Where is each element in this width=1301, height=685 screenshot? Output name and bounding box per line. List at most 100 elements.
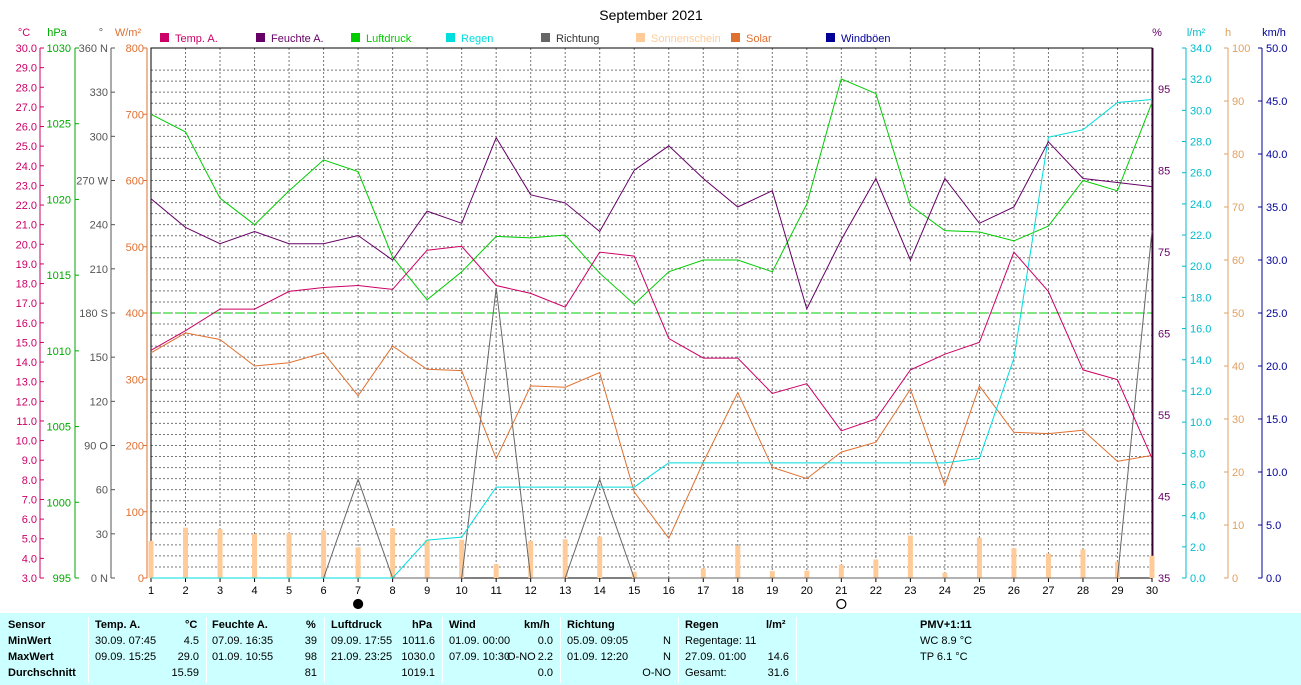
x-tick-label: 5 <box>286 585 292 597</box>
x-tick-label: 20 <box>801 585 813 597</box>
sun-axis-tick-label: 30 <box>1232 414 1244 426</box>
axis-unit-labels: °C hPa ° W/m²% l/m² h km/h <box>18 27 1286 39</box>
minwert-label: MinWert <box>8 635 52 647</box>
rain-max-time: 27.09. 01:00 <box>685 651 747 663</box>
direction-min-time: 05.09. 09:05 <box>567 635 629 647</box>
legend-swatch <box>731 33 740 42</box>
sunshine-bar <box>1149 555 1155 578</box>
grid <box>150 48 1153 578</box>
temp-axis-tick-label: 16.0 <box>16 318 37 330</box>
wind-max-time: 07.09. 10:30 <box>449 651 511 663</box>
direction-axis-tick-label: 300 <box>90 131 108 143</box>
solar-axis-tick-label: 400 <box>126 308 144 320</box>
sunshine-bar <box>459 539 465 578</box>
humidity-axis-tick-label: 45 <box>1158 491 1170 503</box>
full-moon-icon <box>836 598 847 610</box>
direction-axis-tick-label: 0 N <box>91 573 108 585</box>
wind-max-value: 2.2 <box>537 651 553 663</box>
direction-max-time: 01.09. 12:20 <box>567 651 629 663</box>
humidity-header: Feuchte A. <box>212 619 268 631</box>
wind-max-dir: O-NO <box>507 651 536 663</box>
wind-axis-tick-label: 0.0 <box>1266 573 1281 585</box>
x-tick-label: 3 <box>217 585 223 597</box>
temp-max-time: 09.09. 15:25 <box>95 651 157 663</box>
x-tick-label: 26 <box>1008 585 1020 597</box>
temp-axis-tick-label: 5.0 <box>22 534 37 546</box>
temp-max-value: 29.0 <box>177 651 199 663</box>
legend-swatch <box>826 33 835 42</box>
sunshine-bar <box>769 571 775 578</box>
sunshine-bar <box>390 528 396 578</box>
wind-axis-tick-label: 20.0 <box>1266 361 1287 373</box>
sun-axis-tick-label: 10 <box>1232 520 1244 532</box>
temp-axis-tick-label: 20.0 <box>16 239 37 251</box>
sun-axis-tick-label: 60 <box>1232 255 1244 267</box>
rain-axis-tick-label: 34.0 <box>1190 43 1211 55</box>
durchschnitt-label: Durchschnitt <box>8 667 76 679</box>
sunshine-bar <box>321 530 327 578</box>
rain-axis-tick-label: 20.0 <box>1190 261 1211 273</box>
wind-axis-tick-label: 5.0 <box>1266 520 1281 532</box>
legend-swatch <box>541 33 550 42</box>
wc-value: WC 8.9 °C <box>920 635 973 647</box>
solar-axis-tick-label: 600 <box>126 176 144 188</box>
legend-label: Solar <box>746 33 772 45</box>
x-tick-label: 4 <box>251 585 257 597</box>
rain-total-label: Gesamt: <box>685 667 727 679</box>
moon-markers <box>353 598 847 610</box>
sunshine-bar <box>217 529 223 578</box>
sunshine-bar <box>631 571 637 578</box>
solar-axis-tick-label: 200 <box>126 441 144 453</box>
humidity-axis-tick-label: 55 <box>1158 410 1170 422</box>
direction-axis-tick-label: 240 <box>90 220 108 232</box>
rain-total-value: 31.6 <box>767 667 789 679</box>
direction-axis-tick-label: 210 <box>90 264 108 276</box>
new-moon-icon <box>353 598 364 610</box>
solar-axis-tick-label: 100 <box>126 507 144 519</box>
temp-axis-tick-label: 26.0 <box>16 122 37 134</box>
legend-label: Feuchte A. <box>271 33 324 45</box>
pressure-max-value: 1030.0 <box>401 651 435 663</box>
x-tick-label: 12 <box>525 585 537 597</box>
x-tick-label: 23 <box>904 585 916 597</box>
temp-axis-tick-label: 9.0 <box>22 455 37 467</box>
temp-axis-tick-label: 17.0 <box>16 298 37 310</box>
humidity-axis-tick-label: 95 <box>1158 84 1170 96</box>
solar-axis-tick-label: 500 <box>126 242 144 254</box>
legend-label: Richtung <box>556 33 599 45</box>
x-tick-label: 6 <box>321 585 327 597</box>
rain-axis-tick-label: 10.0 <box>1190 417 1211 429</box>
wind-avg: 0.0 <box>537 667 553 679</box>
x-tick-label: 11 <box>490 585 501 597</box>
sunshine-bar <box>493 564 499 578</box>
legend-swatch <box>351 33 360 42</box>
axis-unit-label: l/m² <box>1187 27 1206 39</box>
direction-min-value: N <box>663 635 671 647</box>
direction-avg: O-NO <box>642 667 671 679</box>
humidity-min-value: 39 <box>304 635 317 647</box>
x-tick-label: 8 <box>390 585 396 597</box>
temp-axis-tick-label: 8.0 <box>22 475 37 487</box>
sunshine-bar <box>838 564 844 578</box>
axis-unit-label: ° <box>99 27 103 39</box>
temp-avg: 15.59 <box>171 667 199 679</box>
temp-axis-tick-label: 27.0 <box>16 102 37 114</box>
temp-axis-tick-label: 29.0 <box>16 63 37 75</box>
sunshine-bar <box>355 547 361 578</box>
rain-axis-tick-label: 18.0 <box>1190 292 1211 304</box>
legend-swatch <box>256 33 265 42</box>
sunshine-bar <box>976 537 982 578</box>
pressure-axis-tick-label: 1020 <box>47 194 71 206</box>
solar-axis-tick-label: 0 <box>138 573 144 585</box>
humidity-axis-tick-label: 65 <box>1158 328 1170 340</box>
temp-axis-tick-label: 23.0 <box>16 180 37 192</box>
temp-axis-tick-label: 30.0 <box>16 43 37 55</box>
x-tick-label: 18 <box>732 585 744 597</box>
pressure-axis-tick-label: 1000 <box>47 497 71 509</box>
x-tick-label: 21 <box>835 585 847 597</box>
temp-min-value: 4.5 <box>183 635 199 647</box>
pressure-min-time: 09.09. 17:55 <box>331 635 393 647</box>
rain-axis-tick-label: 22.0 <box>1190 230 1211 242</box>
chart-title: September 2021 <box>599 7 703 23</box>
wind-axis-tick-label: 30.0 <box>1266 255 1287 267</box>
